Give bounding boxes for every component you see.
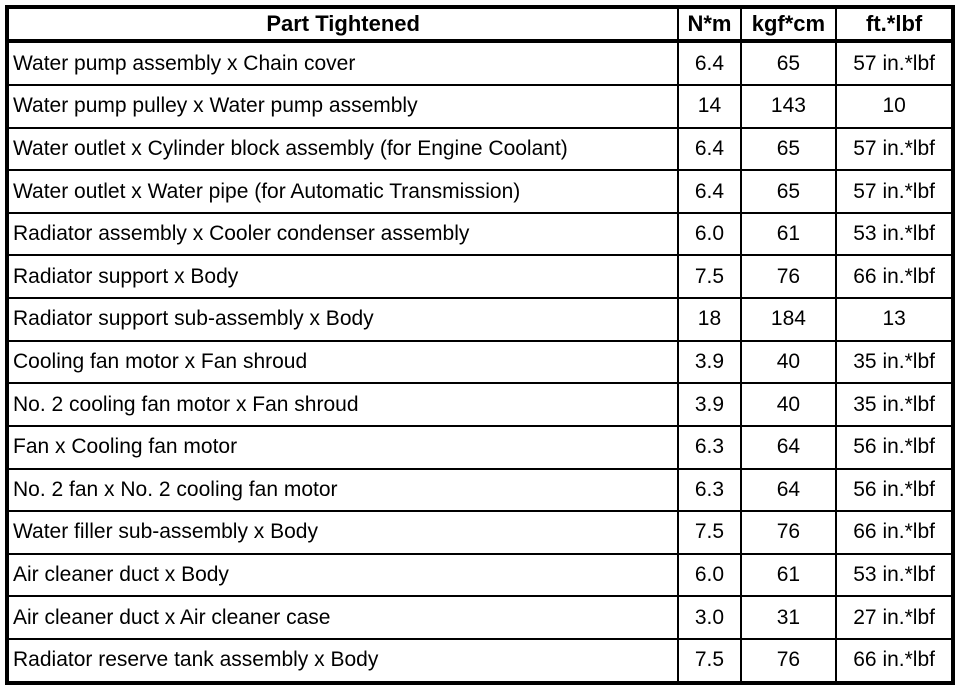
- nm-cell: 6.3: [677, 467, 742, 513]
- part-cell: Radiator reserve tank assembly x Body: [5, 637, 680, 685]
- ftlbf-cell: 56 in.*lbf: [835, 424, 954, 470]
- nm-cell: 6.4: [677, 126, 742, 172]
- ftlbf-cell: 35 in.*lbf: [835, 382, 954, 427]
- header-nm: N*m: [677, 6, 742, 43]
- kgfcm-cell: 65: [739, 169, 838, 214]
- part-cell: Water outlet x Water pipe (for Automatic…: [5, 169, 680, 214]
- nm-cell: 3.9: [677, 339, 742, 385]
- table-row: Radiator support x Body 7.5 76 66 in.*lbf: [5, 254, 954, 300]
- header-row: Part Tightened N*m kgf*cm ft.*lbf: [5, 6, 954, 43]
- nm-cell: 14: [677, 84, 742, 129]
- table-row: Air cleaner duct x Air cleaner case 3.0 31…: [5, 595, 954, 640]
- nm-cell: 7.5: [677, 510, 742, 555]
- table-row: Air cleaner duct x Body 6.0 61 53 in.*lbf: [5, 552, 954, 598]
- table-row: No. 2 cooling fan motor x Fan shroud 3.9 4…: [5, 382, 954, 427]
- nm-cell: 6.0: [677, 211, 742, 257]
- ftlbf-cell: 56 in.*lbf: [835, 467, 954, 513]
- nm-cell: 6.3: [677, 424, 742, 470]
- ftlbf-cell: 27 in.*lbf: [835, 595, 954, 640]
- table-row: No. 2 fan x No. 2 cooling fan motor 6.3 64…: [5, 467, 954, 513]
- table-row: Water outlet x Water pipe (for Automatic…: [5, 169, 954, 214]
- table-row: Radiator assembly x Cooler condenser ass…: [5, 211, 954, 257]
- kgfcm-cell: 143: [739, 84, 838, 129]
- ftlbf-cell: 53 in.*lbf: [835, 552, 954, 598]
- kgfcm-cell: 40: [739, 382, 838, 427]
- ftlbf-cell: 53 in.*lbf: [835, 211, 954, 257]
- nm-cell: 7.5: [677, 254, 742, 300]
- table-row: Radiator reserve tank assembly x Body 7.5…: [5, 637, 954, 685]
- part-cell: No. 2 fan x No. 2 cooling fan motor: [5, 467, 680, 513]
- header-part-tightened: Part Tightened: [5, 6, 680, 43]
- ftlbf-cell: 57 in.*lbf: [835, 126, 954, 172]
- table-body: Water pump assembly x Chain cover 6.4 65 57…: [5, 39, 954, 685]
- kgfcm-cell: 76: [739, 637, 838, 685]
- kgfcm-cell: 31: [739, 595, 838, 640]
- nm-cell: 18: [677, 297, 742, 342]
- header-ftlbf: ft.*lbf: [835, 6, 954, 43]
- ftlbf-cell: 35 in.*lbf: [835, 339, 954, 385]
- kgfcm-cell: 76: [739, 510, 838, 555]
- ftlbf-cell: 66 in.*lbf: [835, 254, 954, 300]
- table-row: Water outlet x Cylinder block assembly (…: [5, 126, 954, 172]
- torque-spec-table: Part Tightened N*m kgf*cm ft.*lbf Water …: [5, 5, 955, 685]
- part-cell: Air cleaner duct x Body: [5, 552, 680, 598]
- part-cell: Cooling fan motor x Fan shroud: [5, 339, 680, 385]
- ftlbf-cell: 10: [835, 84, 954, 129]
- part-cell: Radiator support sub-assembly x Body: [5, 297, 680, 342]
- kgfcm-cell: 61: [739, 211, 838, 257]
- part-cell: Radiator assembly x Cooler condenser ass…: [5, 211, 680, 257]
- kgfcm-cell: 65: [739, 126, 838, 172]
- part-cell: Water filler sub-assembly x Body: [5, 510, 680, 555]
- part-cell: Water pump assembly x Chain cover: [5, 39, 680, 87]
- table-row: Water pump assembly x Chain cover 6.4 65 57…: [5, 39, 954, 87]
- nm-cell: 3.9: [677, 382, 742, 427]
- kgfcm-cell: 61: [739, 552, 838, 598]
- kgfcm-cell: 64: [739, 467, 838, 513]
- table-row: Water filler sub-assembly x Body 7.5 76 66 …: [5, 510, 954, 555]
- nm-cell: 6.4: [677, 169, 742, 214]
- part-cell: Fan x Cooling fan motor: [5, 424, 680, 470]
- kgfcm-cell: 64: [739, 424, 838, 470]
- part-cell: Water outlet x Cylinder block assembly (…: [5, 126, 680, 172]
- ftlbf-cell: 57 in.*lbf: [835, 169, 954, 214]
- nm-cell: 7.5: [677, 637, 742, 685]
- ftlbf-cell: 57 in.*lbf: [835, 39, 954, 87]
- table-row: Fan x Cooling fan motor 6.3 64 56 in.*lbf: [5, 424, 954, 470]
- part-cell: Air cleaner duct x Air cleaner case: [5, 595, 680, 640]
- kgfcm-cell: 65: [739, 39, 838, 87]
- table-row: Cooling fan motor x Fan shroud 3.9 40 35 in…: [5, 339, 954, 385]
- header-kgfcm: kgf*cm: [739, 6, 838, 43]
- table-row: Radiator support sub-assembly x Body 18 18…: [5, 297, 954, 342]
- table-row: Water pump pulley x Water pump assembly 1…: [5, 84, 954, 129]
- ftlbf-cell: 66 in.*lbf: [835, 510, 954, 555]
- nm-cell: 6.0: [677, 552, 742, 598]
- nm-cell: 6.4: [677, 39, 742, 87]
- part-cell: Water pump pulley x Water pump assembly: [5, 84, 680, 129]
- kgfcm-cell: 184: [739, 297, 838, 342]
- ftlbf-cell: 13: [835, 297, 954, 342]
- kgfcm-cell: 40: [739, 339, 838, 385]
- part-cell: Radiator support x Body: [5, 254, 680, 300]
- kgfcm-cell: 76: [739, 254, 838, 300]
- part-cell: No. 2 cooling fan motor x Fan shroud: [5, 382, 680, 427]
- ftlbf-cell: 66 in.*lbf: [835, 637, 954, 685]
- table-header: Part Tightened N*m kgf*cm ft.*lbf: [5, 6, 954, 43]
- nm-cell: 3.0: [677, 595, 742, 640]
